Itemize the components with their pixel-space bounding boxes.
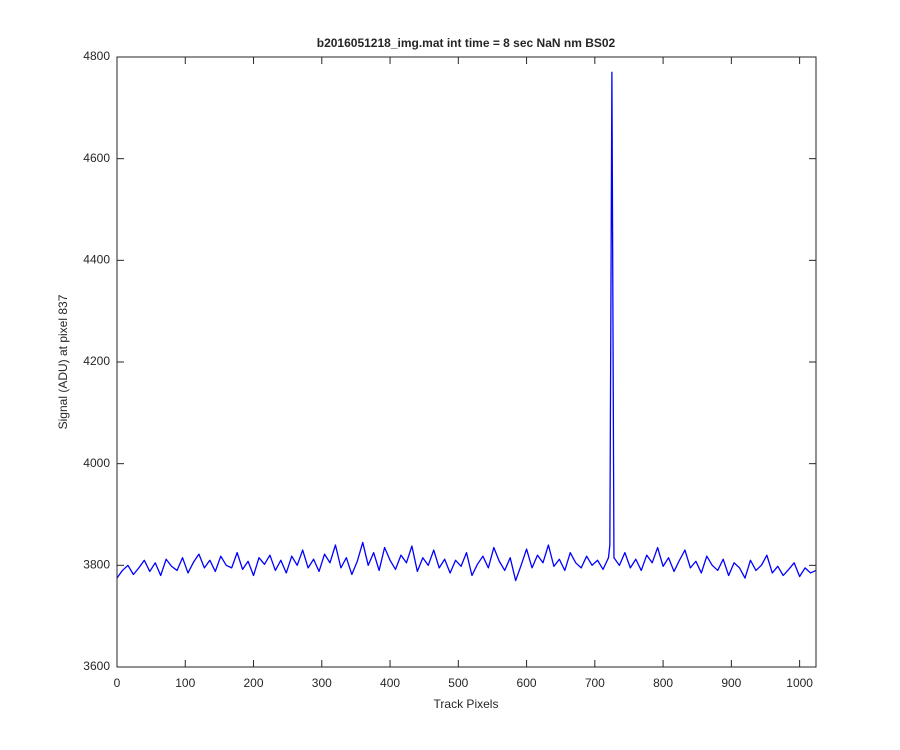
- x-tick-label: 800: [653, 676, 673, 690]
- y-tick-label: 4600: [83, 151, 110, 165]
- x-tick-label: 100: [175, 676, 195, 690]
- y-tick-label: 4200: [83, 354, 110, 368]
- x-tick-label: 500: [448, 676, 468, 690]
- data-line: [116, 71, 817, 582]
- x-tick-label: 1000: [786, 676, 813, 690]
- x-tick-label: 300: [312, 676, 332, 690]
- y-tick-label: 3600: [83, 659, 110, 673]
- x-tick-label: 600: [517, 676, 537, 690]
- x-tick-label: 200: [244, 676, 264, 690]
- y-tick-label: 4000: [83, 456, 110, 470]
- x-tick-label: 700: [585, 676, 605, 690]
- y-tick-label: 4800: [83, 49, 110, 63]
- x-tick-label: 0: [114, 676, 121, 690]
- y-tick-label: 3800: [83, 558, 110, 572]
- x-axis-label: Track Pixels: [434, 697, 499, 711]
- x-tick-label: 400: [380, 676, 400, 690]
- y-axis-label: Signal (ADU) at pixel 837: [56, 294, 70, 429]
- x-tick-label: 900: [721, 676, 741, 690]
- plot-frame: [116, 56, 817, 668]
- y-tick-label: 4400: [83, 253, 110, 267]
- chart-title: b2016051218_img.mat int time = 8 sec NaN…: [317, 36, 616, 50]
